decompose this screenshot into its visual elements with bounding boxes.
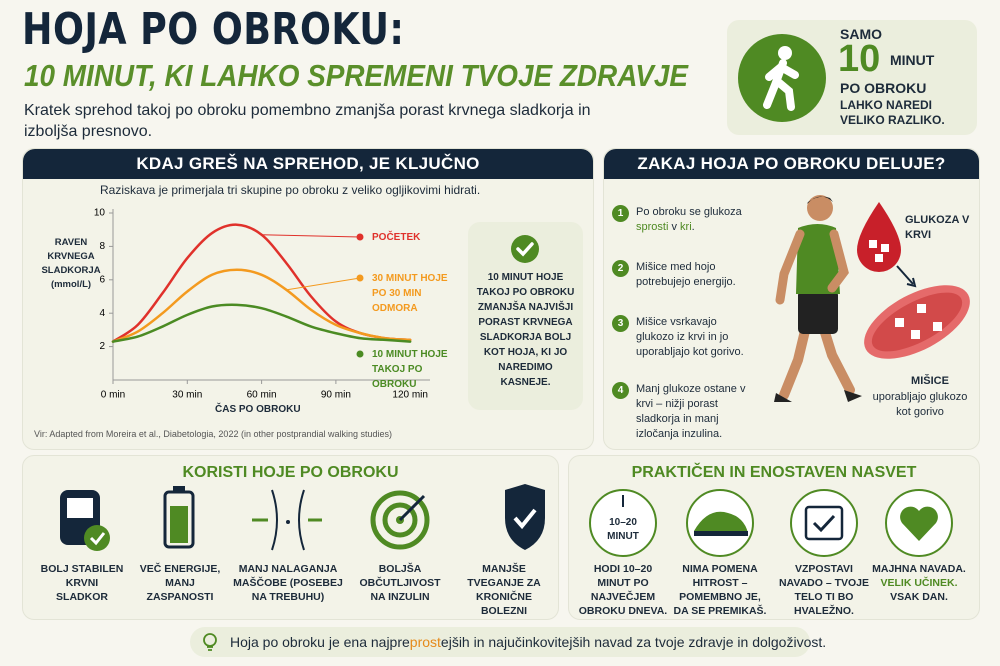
x-axis-label: ČAS PO OBROKU	[215, 404, 301, 415]
tip-label-part: MAJHNA NAVADA.	[872, 563, 966, 575]
glucose-muscle-illustration	[857, 202, 970, 359]
step-text-part: Manj glukoze ostane v krvi – nižji poras…	[636, 383, 746, 440]
callout-text: 10 MINUT HOJE TAKOJ PO OBROKU ZMANJŠA NA…	[476, 272, 575, 388]
step-number: 1	[612, 205, 629, 222]
tip-label: NIMA POMENA HITROST – POMEMBNO JE, DA SE…	[673, 562, 767, 618]
legend-label: 10 MINUT HOJE TAKOJ PO OBROKU	[372, 349, 448, 390]
footer-part: Hoja po obroku je ena najpre	[230, 634, 410, 650]
highlight-text: LAHKO NAREDI VELIKO RAZLIKO.	[840, 98, 945, 127]
step-text: Mišice vsrkavajo glukozo iz krvi in jo u…	[636, 315, 754, 360]
highlight-line: PO OBROKU	[840, 80, 927, 96]
footer-text: Hoja po obroku je ena najpreprostejših i…	[230, 634, 826, 650]
tip-label-part: NIMA POMENA HITROST – POMEMBNO JE, DA SE…	[673, 563, 767, 617]
benefit-icons	[60, 484, 545, 551]
mechanism-title: ZAKAJ HOJA PO OBROKU DELUJE?	[604, 149, 979, 179]
subtitle: 10 MINUT, KI LAHKO SPREMENI TVOJE ZDRAVJ…	[24, 58, 689, 93]
source: Vir: Adapted from Moreira et al., Diabet…	[34, 429, 393, 439]
check-icon	[511, 235, 539, 263]
walking-person	[774, 195, 862, 402]
step-text-part: kri	[680, 221, 692, 233]
step-text-part: Mišice med hojo potrebujejo energijo.	[636, 261, 736, 288]
tip-badge: 10–20 MINUT	[607, 517, 639, 542]
benefits-title: KORISTI HOJE PO OBROKU	[182, 464, 399, 481]
footer-part: prost	[409, 634, 441, 650]
step-text: Mišice med hojo potrebujejo energijo.	[636, 260, 754, 290]
chart-title: KDAJ GREŠ NA SPREHOD, JE KLJUČNO	[23, 149, 593, 179]
title: HOJA PO OBROKU:	[22, 4, 405, 55]
footer-pill	[190, 627, 810, 657]
tip-label-part: VELIK UČINEK.	[880, 577, 958, 589]
step-text-part: Po obroku se glukoza	[636, 206, 742, 218]
benefit-label: MANJŠE TVEGANJE ZA KRONIČNE BOLEZNI	[467, 563, 541, 617]
step-text: Po obroku se glukoza sprosti v kri.	[636, 205, 754, 235]
benefit-label: MANJ NALAGANJA MAŠČOBE (POSEBEJ NA TREBU…	[233, 563, 343, 603]
step-text-part: v	[668, 221, 681, 233]
tip-icons	[589, 489, 953, 557]
muscle-text: uporabljajo glukozo kot gorivo	[872, 391, 968, 418]
benefit-label: VEČ ENERGIJE, MANJ ZASPANOSTI	[139, 563, 221, 603]
step-text-part: Mišice vsrkavajo glukozo iz krvi in jo u…	[636, 316, 744, 358]
highlight-unit: MINUT	[890, 52, 935, 68]
step-number: 2	[612, 260, 629, 277]
benefits-panel: KORISTI HOJE PO OBROKU	[22, 455, 559, 620]
tip-label-part: HODI 10–20 MINUT PO NAJVEČJEM OBROKU DNE…	[578, 563, 668, 617]
muscle-label: MIŠICE	[911, 375, 949, 387]
chart-subtitle: Raziskava je primerjala tri skupine po o…	[100, 183, 481, 197]
footer-part: ejših in najučinkovitejših navad za tvoj…	[440, 634, 827, 650]
tip-label: VZPOSTAVI NAVADO – TVOJE TELO TI BO HVAL…	[777, 562, 871, 618]
step-number: 4	[612, 382, 629, 399]
step-text: Manj glukoze ostane v krvi – nižji poras…	[636, 382, 754, 442]
tip-label: MAJHNA NAVADA. VELIK UČINEK. VSAK DAN.	[872, 562, 966, 604]
step-text-part: .	[691, 221, 695, 233]
legend-label: 30 MINUT HOJE PO 30 MIN ODMORA	[372, 273, 448, 314]
highlight-prefix: SAMO	[840, 26, 882, 42]
intro: Kratek sprehod takoj po obroku pomembno …	[24, 102, 591, 140]
tips-title: PRAKTIČEN IN ENOSTAVEN NASVET	[631, 464, 917, 481]
tip-label-part: VSAK DAN.	[890, 591, 948, 603]
step-number: 3	[612, 315, 629, 332]
tip-label: HODI 10–20 MINUT PO NAJVEČJEM OBROKU DNE…	[576, 562, 670, 618]
walk-icon	[738, 34, 826, 122]
bulb-icon	[203, 633, 217, 651]
glucose-label: GLUKOZA V KRVI	[905, 214, 970, 241]
benefit-label: BOLJŠA OBČUTLJIVOST NA INZULIN	[359, 563, 441, 603]
legend-label: POČETEK	[372, 232, 421, 243]
tip-label-part: VZPOSTAVI NAVADO – TVOJE TELO TI BO HVAL…	[778, 563, 870, 617]
benefit-label: BOLJ STABILEN KRVNI SLADKOR	[40, 563, 124, 603]
highlight-number: 10	[838, 38, 881, 80]
step-text-part: sprosti	[636, 221, 669, 233]
y-axis-label: RAVEN KRVNEGA SLADKORJA (mmol/L)	[41, 237, 101, 290]
